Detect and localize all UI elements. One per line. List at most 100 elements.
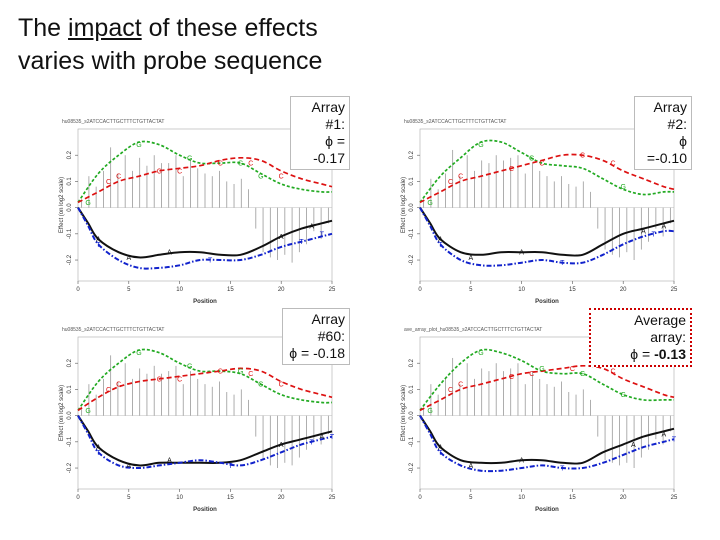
base-letter-G: G (258, 382, 263, 389)
base-letter-T: T (560, 466, 565, 473)
base-letter-G: G (620, 392, 625, 399)
base-letter-G: G (478, 142, 483, 149)
y-tick-label: -0.2 (67, 254, 73, 265)
x-axis-label: Position (535, 299, 559, 305)
series-line-G (419, 139, 675, 203)
base-letter-C: C (106, 179, 111, 186)
y-tick-label: 0.0 (409, 411, 415, 420)
title-line-2: varies with probe sequence (18, 47, 323, 75)
base-letter-A: A (279, 442, 284, 449)
base-letter-A: A (96, 445, 101, 452)
plot-title: hu08535_s2ATCCACTTGCTTTCTGTTACTAT (62, 119, 164, 125)
base-letter-C: C (106, 387, 111, 394)
x-axis-label: Position (193, 507, 217, 513)
base-letter-T: T (438, 242, 443, 249)
x-tick-label: 10 (518, 495, 525, 501)
x-tick-label: 5 (469, 495, 473, 501)
x-tick-label: 20 (620, 495, 627, 501)
caption-label: Array #60: (311, 311, 345, 344)
base-letter-A: A (468, 255, 473, 262)
base-letter-G: G (85, 408, 90, 415)
base-letter-A: A (126, 255, 131, 262)
base-letter-T: T (208, 258, 213, 265)
base-letter-G: G (580, 371, 585, 378)
base-letter-A: A (309, 223, 314, 230)
series-line-C (419, 153, 675, 204)
base-letter-C: C (448, 179, 453, 186)
title-prefix: The (18, 14, 69, 42)
base-letter-G: G (187, 363, 192, 370)
caption-phi-line: ϕ = -0.18 (287, 345, 345, 362)
x-tick-label: 20 (620, 287, 627, 293)
base-letter-A: A (279, 234, 284, 241)
base-letter-A: A (641, 229, 646, 236)
base-letter-G: G (539, 366, 544, 373)
base-letter-T: T (96, 242, 101, 249)
series-line-C (419, 364, 675, 412)
y-axis-label: Effect (on log2 scale) (401, 385, 407, 441)
y-tick-label: 0.1 (409, 385, 415, 394)
plot-frame (77, 336, 333, 490)
effect-plot-array-2: hu08535_s2ATCCACTTGCTTTCTGTTACTAT -0.2 -0.… (401, 119, 678, 305)
y-tick-label: 0.2 (67, 150, 73, 159)
caption-phi-bold: -0.13 (654, 346, 686, 362)
caption-label: Array #1: (311, 99, 345, 132)
plot-frame (419, 336, 675, 490)
y-tick-label: -0.1 (67, 228, 73, 239)
base-letter-C: C (448, 387, 453, 394)
base-letter-A: A (126, 463, 131, 470)
y-axis-label: Effect (on log2 scale) (59, 177, 65, 233)
series-line-A (77, 415, 333, 467)
caption-average-array: Average array: ϕ = -0.13 (589, 308, 692, 367)
base-letter-C: C (580, 153, 585, 160)
plot-panel-average-array: ave_array_plot_hu08535_s2ATCCACTTGCTTTCT… (401, 308, 692, 523)
plot-panel-array-2: hu08535_s2ATCCACTTGCTTTCTGTTACTAT -0.2 -0.… (401, 96, 692, 315)
base-letter-C: C (157, 168, 162, 175)
y-tick-label: -0.1 (409, 436, 415, 447)
base-letter-G: G (620, 184, 625, 191)
base-letter-A: A (631, 442, 636, 449)
y-tick-label: -0.2 (409, 462, 415, 473)
base-letter-G: G (85, 200, 90, 207)
x-tick-label: 20 (278, 287, 285, 293)
base-letter-C: C (458, 174, 463, 181)
base-letter-C: C (116, 382, 121, 389)
caption-array-60: Array #60: ϕ = -0.18 (282, 308, 350, 365)
base-letter-A: A (438, 237, 443, 244)
caption-phi: ϕ = (630, 346, 655, 362)
plot-title: hu08535_s2ATCCACTTGCTTTCTGTTACTAT (404, 119, 506, 125)
caption-label: Array #2: (653, 99, 687, 132)
x-tick-label: 10 (518, 287, 525, 293)
base-letter-T: T (560, 260, 565, 267)
series-line-T (77, 415, 333, 470)
base-letter-T: T (310, 439, 315, 446)
series-line-C (77, 367, 333, 412)
base-letter-C: C (279, 174, 284, 181)
effect-plot-array-60: hu08535_s2ATCCACTTGCTTTCTGTTACTAT -0.2 -0.… (59, 327, 336, 513)
y-tick-label: 0.1 (67, 177, 73, 186)
base-letter-G: G (136, 350, 141, 357)
y-tick-label: -0.1 (409, 228, 415, 239)
base-letter-C: C (611, 161, 616, 168)
x-tick-label: 25 (329, 495, 336, 501)
base-letter-G: G (427, 408, 432, 415)
series-line-A (419, 207, 675, 257)
title-suffix: of these effects (141, 14, 318, 42)
x-tick-label: 5 (127, 495, 131, 501)
x-tick-label: 25 (671, 287, 678, 293)
y-tick-label: 0.1 (67, 385, 73, 394)
x-tick-label: 20 (278, 495, 285, 501)
caption-phi-line: ϕ = -0.17 (295, 133, 345, 167)
caption-array-2: Array #2: ϕ =-0.10 (634, 96, 692, 170)
base-letter-A: A (167, 458, 172, 465)
base-letter-T: T (438, 450, 443, 457)
base-letter-T: T (672, 437, 677, 444)
base-letter-C: C (611, 369, 616, 376)
base-letter-G: G (427, 200, 432, 207)
x-tick-label: 0 (76, 495, 80, 501)
base-letter-A: A (662, 431, 667, 438)
caption-phi-line: ϕ =-0.10 (639, 133, 687, 167)
base-letter-G: G (258, 174, 263, 181)
x-tick-label: 0 (418, 495, 422, 501)
base-letter-C: C (218, 369, 223, 376)
